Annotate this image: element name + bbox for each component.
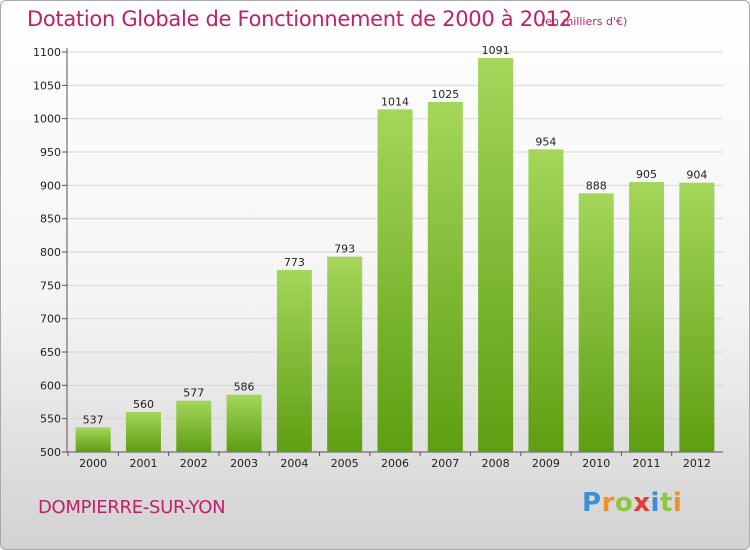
bars: [75, 58, 715, 453]
y-tick-label: 950: [40, 146, 61, 159]
logo-letter: r: [601, 488, 615, 518]
data-label: 586: [234, 381, 255, 394]
bar: [478, 58, 514, 452]
x-tick-label: 2004: [280, 457, 308, 470]
logo-letter: i: [650, 488, 660, 518]
bar: [125, 412, 161, 452]
y-tick-label: 700: [40, 313, 61, 326]
bar: [377, 109, 413, 452]
data-label: 1025: [431, 88, 459, 101]
data-label: 773: [284, 256, 305, 269]
y-tick-label: 1050: [33, 79, 61, 92]
bar: [75, 427, 111, 452]
x-tick-label: 2007: [431, 457, 459, 470]
y-tick-label: 600: [40, 379, 61, 392]
data-label: 537: [83, 413, 104, 426]
bar: [679, 182, 715, 452]
x-tick-label: 2000: [79, 457, 107, 470]
commune-name: DOMPIERRE-SUR-YON: [38, 497, 226, 518]
x-tick-label: 2010: [582, 457, 610, 470]
x-tick-label: 2002: [180, 457, 208, 470]
bar: [226, 394, 262, 452]
data-label: 905: [636, 168, 657, 181]
x-tick-label: 2003: [230, 457, 258, 470]
data-label: 1091: [482, 44, 510, 57]
data-label: 1014: [381, 95, 409, 108]
logo-letter: P: [582, 488, 602, 518]
data-label: 560: [133, 398, 154, 411]
bar: [276, 270, 312, 452]
chart-subtitle: (en milliers d'€): [541, 15, 628, 28]
bar: [176, 400, 212, 452]
y-tick-label: 1100: [33, 46, 61, 59]
data-label: 888: [586, 179, 607, 192]
proxiti-logo[interactable]: Proxiti: [582, 488, 682, 518]
bar: [427, 102, 463, 452]
logo-letter: t: [659, 488, 673, 518]
x-tick-label: 2008: [482, 457, 510, 470]
y-tick-label: 1000: [33, 113, 61, 126]
data-label: 793: [334, 243, 355, 256]
x-tick-label: 2001: [129, 457, 157, 470]
bar: [528, 149, 564, 453]
y-tick-label: 850: [40, 213, 61, 226]
logo-letter: i: [672, 488, 683, 518]
y-tick-label: 500: [40, 446, 61, 459]
data-label: 954: [535, 135, 556, 148]
x-tick-label: 2011: [633, 457, 661, 470]
labels: 537 2000 560 2001 577 2002 586 2003 773 2004 793 20…: [79, 44, 711, 470]
logo-letter: o: [614, 488, 634, 518]
y-tick-label: 550: [40, 413, 61, 426]
data-label: 904: [686, 169, 707, 182]
logo-letter: x: [633, 488, 651, 518]
x-tick-label: 2012: [683, 457, 711, 470]
bar: [327, 256, 363, 452]
data-label: 577: [183, 387, 204, 400]
x-tick-label: 2006: [381, 457, 409, 470]
y-tick-label: 650: [40, 346, 61, 359]
y-tick-label: 900: [40, 179, 61, 192]
y-tick-label: 800: [40, 246, 61, 259]
x-tick-label: 2005: [331, 457, 359, 470]
bar: [629, 182, 665, 452]
chart-title: Dotation Globale de Fonctionnement de 20…: [27, 7, 572, 31]
x-tick-label: 2009: [532, 457, 560, 470]
y-tick-label: 750: [40, 279, 61, 292]
bar: [578, 193, 614, 453]
